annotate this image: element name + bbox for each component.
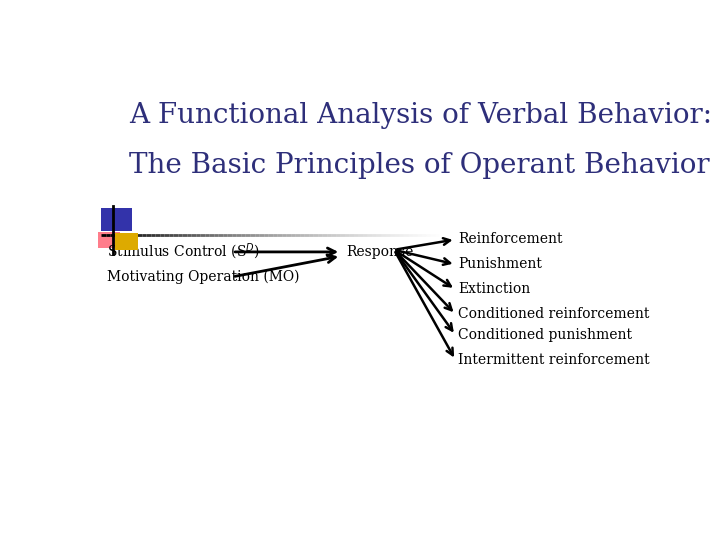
Text: Response: Response [347,245,414,259]
Text: Intermittent reinforcement: Intermittent reinforcement [459,353,650,367]
Bar [101,208,132,231]
Text: Extinction: Extinction [459,282,531,296]
Text: A Functional Analysis of Verbal Behavior:: A Functional Analysis of Verbal Behavior… [129,102,712,129]
Text: Conditioned reinforcement: Conditioned reinforcement [459,307,649,321]
Bar [99,232,120,248]
Text: Conditioned punishment: Conditioned punishment [459,328,632,342]
Text: Motivating Operation (MO): Motivating Operation (MO) [107,269,300,284]
Bar [115,233,138,250]
Text: Punishment: Punishment [459,258,542,272]
Text: Reinforcement: Reinforcement [459,232,563,246]
Text: Stimulus Control (S$^D$): Stimulus Control (S$^D$) [107,242,260,262]
Text: The Basic Principles of Operant Behavior: The Basic Principles of Operant Behavior [129,152,710,179]
